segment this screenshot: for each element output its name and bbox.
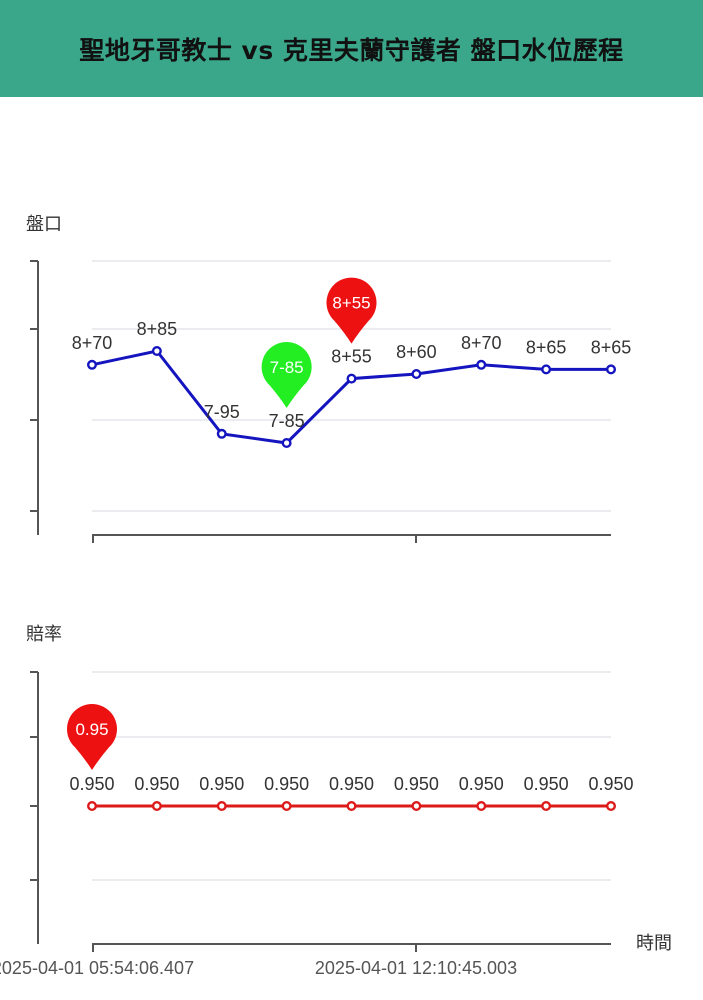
- data-point: [411, 369, 422, 380]
- data-label: 8+85: [137, 319, 178, 339]
- min-marker-pin: 7-85: [261, 341, 312, 408]
- data-label: 0.950: [329, 774, 374, 794]
- data-label: 8+65: [591, 337, 632, 357]
- data-point: [476, 801, 487, 812]
- data-point: [411, 801, 422, 812]
- marker-pin-label: 8+55: [332, 294, 370, 313]
- time-x-axis-name: 時間: [636, 933, 672, 954]
- data-label: 7-95: [204, 402, 240, 422]
- marker-pin-shape: [261, 341, 312, 408]
- data-label: 8+55: [331, 347, 372, 367]
- data-label: 8+70: [461, 333, 502, 353]
- data-point: [541, 801, 552, 812]
- handicap-points: [86, 346, 617, 449]
- data-point: [216, 428, 227, 439]
- data-point: [346, 801, 357, 812]
- data-label: 8+70: [72, 333, 113, 353]
- max-marker-pin: 8+55: [326, 277, 377, 344]
- data-point: [151, 801, 162, 812]
- data-point: [216, 801, 227, 812]
- data-point: [281, 438, 292, 449]
- odds-y-axis-name: 賠率: [26, 624, 62, 645]
- data-point: [281, 801, 292, 812]
- data-label: 0.950: [199, 774, 244, 794]
- handicap-grid: [92, 260, 611, 512]
- data-point: [86, 359, 97, 370]
- data-label: 0.950: [588, 774, 633, 794]
- data-point: [606, 364, 617, 375]
- handicap-markers: 8+55 7-85: [261, 277, 377, 408]
- max-marker-pin: 0.95: [67, 703, 117, 770]
- handicap-value-labels: 8+70 8+85 7-95 7-85 8+55 8+60 8+70 8+65 8+65: [72, 319, 632, 431]
- data-label: 0.950: [134, 774, 179, 794]
- data-label: 8+65: [526, 337, 567, 357]
- data-point: [541, 364, 552, 375]
- handicap-axes: [30, 260, 611, 543]
- handicap-y-axis-name: 盤口: [26, 214, 62, 235]
- odds-markers: 0.95: [67, 703, 117, 770]
- page-header: 聖地牙哥教士 vs 克里夫蘭守護者 盤口水位歷程: [0, 0, 703, 97]
- marker-pin-shape: [326, 277, 377, 344]
- marker-pin-label: 0.95: [75, 720, 108, 739]
- marker-pin-shape: [67, 703, 117, 770]
- data-point: [86, 801, 97, 812]
- data-point: [606, 801, 617, 812]
- data-label: 8+60: [396, 342, 437, 362]
- odds-history-charts: 盤口 8+708+857-95 7-858+55 8+60 8+70 8+65 8+65 …: [0, 214, 672, 978]
- x-tick-label-start: 2025-04-01 05:54:06.407: [0, 958, 194, 978]
- marker-pin-label: 7-85: [270, 358, 304, 377]
- odds-value-labels: 0.950 0.950 0.950 0.950 0.950 0.950 0.950 0.950…: [69, 774, 633, 794]
- data-point: [346, 373, 357, 384]
- odds-chart: 賠率 0.950 0.950 0.950 0.950 0.950 0.950 0.950 0.…: [0, 624, 672, 978]
- page-title: 聖地牙哥教士 vs 克里夫蘭守護者 盤口水位歷程: [79, 35, 624, 65]
- data-label: 7-85: [269, 411, 305, 431]
- data-label: 0.950: [264, 774, 309, 794]
- odds-axes: [30, 671, 611, 952]
- data-label: 0.950: [394, 774, 439, 794]
- odds-points: [86, 801, 617, 812]
- data-label: 0.950: [524, 774, 569, 794]
- handicap-chart: 盤口 8+708+857-95 7-858+55 8+60 8+70 8+65 8+65 …: [26, 214, 631, 543]
- data-point: [476, 359, 487, 370]
- x-tick-label-mid: 2025-04-01 12:10:45.003: [315, 958, 517, 978]
- data-label: 0.950: [459, 774, 504, 794]
- data-point: [151, 346, 162, 357]
- data-label: 0.950: [69, 774, 114, 794]
